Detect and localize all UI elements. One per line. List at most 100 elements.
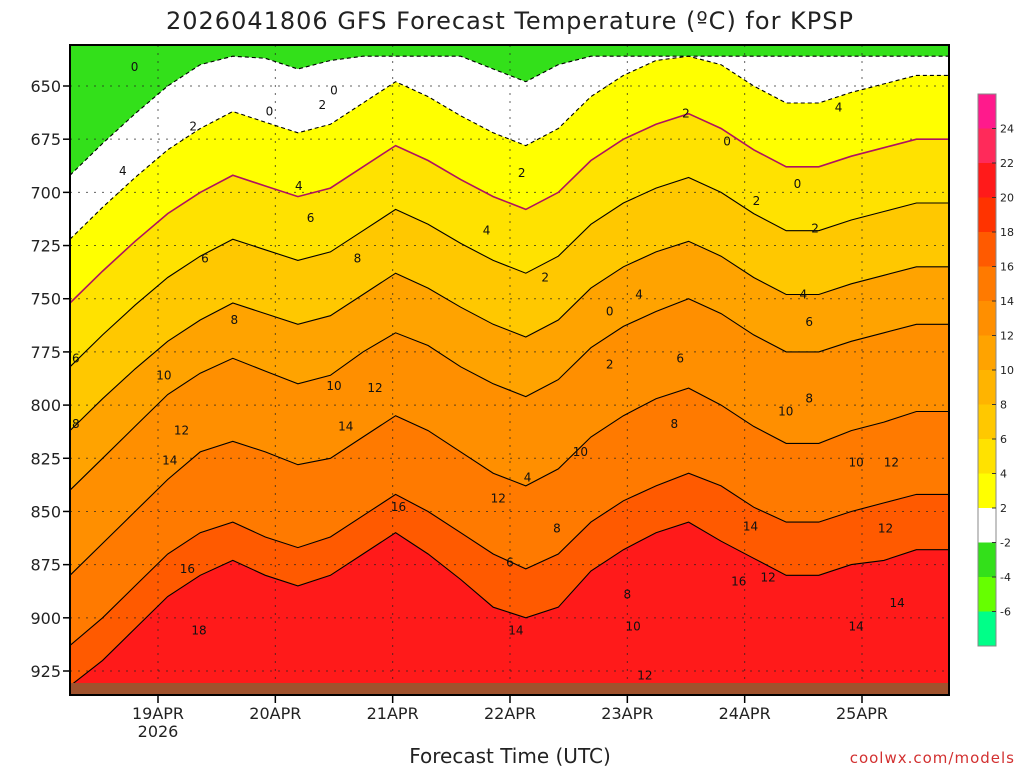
x-tick-label: 20APR	[249, 704, 301, 723]
contour-label: 8	[72, 417, 80, 431]
contour-label: 8	[553, 521, 561, 535]
y-tick-label: 750	[30, 290, 61, 309]
contour-6c	[70, 298, 949, 491]
contour-label: 10	[573, 445, 588, 459]
contour-label: 10	[778, 404, 793, 418]
contour-12c	[70, 521, 949, 687]
contour-label: 4	[119, 164, 127, 178]
colorbar-label: 14	[1000, 295, 1014, 308]
colorbar-swatch	[978, 232, 996, 267]
contour-label: 6	[307, 211, 315, 225]
colorbar-label: -2	[1000, 537, 1011, 550]
contour-label: 2	[318, 98, 326, 112]
x-tick-label: 19APR	[132, 704, 184, 723]
y-axis-ticks: 650 675 700 725 750 775 800 825 850 875 900 925	[30, 77, 70, 681]
colorbar-label: 6	[1000, 433, 1007, 446]
contour-label: 2	[189, 119, 197, 133]
contour--2c	[70, 55, 949, 240]
colorbar-swatch	[978, 335, 996, 371]
y-tick-label: 900	[30, 609, 61, 628]
contour-label: 16	[180, 562, 195, 576]
y-tick-label: 650	[30, 77, 61, 96]
y-tick-label: 675	[30, 130, 61, 149]
contour-label: 18	[191, 624, 206, 638]
contour-label: 4	[800, 287, 808, 301]
contour-label: 14	[743, 519, 758, 533]
contour-label: 2	[518, 166, 526, 180]
x-tick-label: 25APR	[836, 704, 888, 723]
contour-label: 8	[670, 417, 678, 431]
colorbar-swatch	[978, 508, 996, 543]
contour-label: 4	[635, 287, 643, 301]
contour-label: 0	[606, 304, 614, 318]
colorbar-swatch	[978, 197, 996, 233]
contour-label: 10	[848, 456, 863, 470]
colorbar-label: 18	[1000, 226, 1014, 239]
contour-4c	[70, 240, 949, 431]
contour-label: 0	[131, 60, 139, 74]
contour-label: 0	[266, 105, 274, 119]
colorbar-swatch	[978, 94, 996, 129]
colorbar-legend: 24 22 20 18 16 14 12 10 8 6 4 2 -2 -4 -6	[977, 93, 1014, 647]
source-credit: coolwx.com/models	[850, 749, 1015, 767]
y-tick-label: 800	[30, 396, 61, 415]
contour-label: 14	[338, 419, 353, 433]
y-tick-label: 850	[30, 502, 61, 521]
contour-label: 12	[174, 424, 189, 438]
colorbar-swatch	[978, 128, 996, 164]
y-tick-label: 725	[30, 237, 61, 256]
contour-label: 14	[508, 624, 523, 638]
contour-label: 14	[890, 596, 905, 610]
x-tick-label: 24APR	[719, 704, 771, 723]
contour-label: 10	[156, 368, 171, 382]
contour-label: 8	[354, 251, 362, 265]
colorbar-label: 8	[1000, 399, 1007, 412]
contour-label: 2	[811, 222, 819, 236]
chart-title: 2026041806 GFS Forecast Temperature (ºC)…	[166, 7, 854, 35]
contour-label: 8	[624, 587, 632, 601]
contour-0c	[70, 112, 949, 304]
colorbar-swatch	[978, 473, 996, 509]
contour-label: 8	[805, 392, 813, 406]
colorbar-label: -4	[1000, 571, 1011, 584]
contour-label: 16	[391, 500, 406, 514]
colorbar-label: 10	[1000, 364, 1014, 377]
contour-label: 4	[524, 470, 532, 484]
colorbar-swatch	[978, 611, 996, 647]
x-tick-label: 21APR	[367, 704, 419, 723]
colorbar-swatch	[978, 439, 996, 474]
contour-label: 4	[835, 100, 843, 114]
contour-label: 12	[878, 521, 893, 535]
contour-label: 16	[731, 575, 746, 589]
colorbar-label: 2	[1000, 502, 1007, 515]
colorbar-swatch	[978, 404, 996, 440]
contour-label: 10	[626, 619, 641, 633]
colorbar-label: 16	[1000, 261, 1014, 274]
colorbar-swatch	[978, 370, 996, 405]
contour-2c	[70, 176, 949, 368]
contour-label: 4	[483, 224, 491, 238]
colorbar-label: 12	[1000, 330, 1014, 343]
contour-label: 6	[506, 556, 514, 570]
colorbar-swatch	[978, 301, 996, 336]
contour-label: 2	[682, 107, 690, 121]
contour-label: 12	[491, 492, 506, 506]
contour--4c	[70, 55, 949, 176]
contour-label: 2	[753, 194, 761, 208]
y-tick-label: 825	[30, 449, 61, 468]
y-tick-label: 875	[30, 556, 61, 575]
colorbar-swatch	[978, 542, 996, 578]
colorbar-label: 4	[1000, 468, 1007, 481]
x-tick-label: 23APR	[601, 704, 653, 723]
contour-label: 2	[541, 270, 549, 284]
y-tick-label: 925	[30, 662, 61, 681]
fill-band--2	[70, 45, 949, 240]
contour-label: 6	[676, 351, 684, 365]
colorbar-label: 24	[1000, 123, 1014, 136]
y-tick-label: 775	[30, 343, 61, 362]
contour-label: 14	[162, 453, 177, 467]
contour-label: 6	[201, 251, 209, 265]
colorbar-swatch	[978, 163, 996, 198]
